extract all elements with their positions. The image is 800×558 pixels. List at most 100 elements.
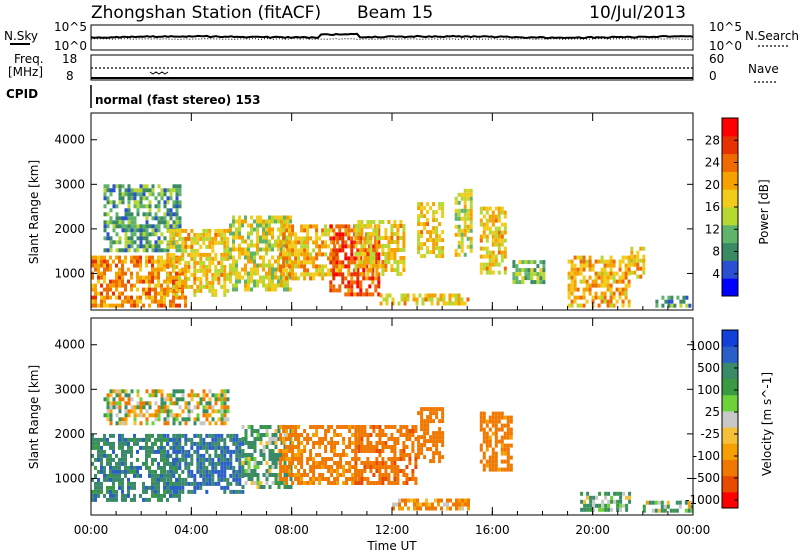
heatmap-cell — [344, 252, 348, 257]
heatmap-cell — [506, 459, 510, 464]
heatmap-cell — [190, 393, 194, 398]
heatmap-cell — [413, 506, 416, 511]
heatmap-cell — [214, 288, 218, 293]
heatmap-cell — [603, 283, 607, 288]
heatmap-cell — [506, 451, 510, 456]
heatmap-cell — [360, 264, 364, 268]
heatmap-cell — [432, 250, 436, 255]
heatmap-cell — [429, 206, 433, 211]
heatmap-cell — [360, 260, 364, 264]
heatmap-cell — [139, 473, 142, 478]
heatmap-cell — [103, 453, 106, 458]
y-tick-label: 1000 — [54, 471, 85, 485]
heatmap-cell — [435, 234, 439, 239]
heatmap-cell — [139, 240, 143, 245]
heatmap-cell — [220, 264, 224, 269]
heatmap-cell — [390, 240, 394, 244]
heatmap-cell — [115, 473, 118, 478]
heatmap-cell — [154, 271, 157, 276]
heatmap-cell — [396, 244, 400, 248]
heatmap-cell — [427, 293, 431, 298]
heatmap-cell — [160, 397, 164, 402]
heatmap-cell — [506, 467, 510, 472]
heatmap-cell — [497, 415, 501, 420]
heatmap-cell — [402, 457, 406, 461]
heatmap-cell — [399, 236, 403, 240]
heatmap-cell — [268, 215, 271, 220]
heatmap-cell — [148, 497, 151, 502]
heatmap-cell — [271, 437, 275, 441]
heatmap-cell — [357, 457, 361, 461]
heatmap-cell — [169, 232, 173, 237]
heatmap-cell — [247, 247, 250, 252]
heatmap-cell — [214, 433, 218, 438]
heatmap-cell — [157, 493, 160, 498]
heatmap-cell — [112, 389, 116, 394]
heatmap-cell — [567, 303, 571, 308]
heatmap-cell — [570, 259, 574, 264]
heatmap-cell — [300, 264, 304, 269]
heatmap-cell — [330, 481, 334, 485]
heatmap-cell — [238, 441, 242, 446]
heatmap-cell — [238, 461, 242, 466]
heatmap-cell — [106, 263, 109, 268]
heatmap-cell — [387, 437, 391, 441]
heatmap-cell — [687, 500, 691, 505]
heatmap-cell — [199, 485, 203, 490]
heatmap-cell — [429, 419, 433, 424]
heatmap-cell — [309, 457, 313, 461]
heatmap-cell — [166, 252, 170, 257]
noise-right-tick-top: 10^5 — [709, 20, 742, 34]
heatmap-cell — [193, 417, 197, 422]
heatmap-cell — [366, 256, 370, 260]
heatmap-cell — [350, 260, 354, 265]
heatmap-cell — [199, 268, 203, 273]
x-tick-label: 08:00 — [274, 523, 309, 537]
heatmap-cell — [115, 240, 119, 245]
heatmap-cell — [306, 240, 310, 245]
heatmap-cell — [184, 433, 188, 438]
heatmap-cell — [223, 284, 227, 289]
heatmap-cell — [115, 224, 119, 229]
heatmap-cell — [297, 248, 301, 253]
heatmap-cell — [178, 433, 182, 438]
heatmap-cell — [100, 457, 103, 462]
heatmap-cell — [485, 226, 489, 231]
heatmap-cell — [139, 232, 143, 237]
heatmap-cell — [262, 275, 265, 280]
heatmap-cell — [435, 226, 439, 231]
heatmap-cell — [303, 437, 307, 441]
heatmap-cell — [214, 401, 218, 406]
heatmap-cell — [217, 393, 221, 398]
heatmap-cell — [330, 437, 334, 441]
heatmap-cell — [112, 259, 115, 264]
heatmap-cell — [482, 266, 486, 271]
heatmap-cell — [97, 263, 100, 268]
heatmap-cell — [403, 293, 407, 298]
heatmap-cell — [244, 279, 247, 284]
heatmap-cell — [271, 235, 274, 240]
heatmap-cell — [603, 275, 607, 280]
heatmap-cell — [208, 453, 212, 458]
heatmap-cell — [332, 260, 336, 265]
heatmap-cell — [396, 481, 400, 485]
heatmap-cell — [494, 451, 498, 456]
heatmap-cell — [220, 284, 224, 289]
heatmap-cell — [100, 283, 103, 288]
heatmap-cell — [423, 407, 427, 412]
heatmap-cell — [241, 223, 244, 228]
heatmap-cell — [166, 284, 170, 289]
heatmap-cell — [163, 461, 166, 466]
heatmap-cell — [438, 246, 442, 251]
heatmap-cell — [606, 259, 610, 264]
heatmap-cell — [208, 256, 212, 261]
heatmap-cell — [196, 413, 200, 418]
heatmap-cell — [441, 238, 445, 243]
heatmap-cell — [567, 275, 571, 280]
heatmap-cell — [408, 477, 412, 481]
heatmap-cell — [288, 473, 292, 477]
heatmap-cell — [145, 461, 148, 466]
heatmap-cell — [205, 433, 209, 438]
heatmap-cell — [354, 437, 358, 441]
heatmap-cell — [387, 457, 391, 461]
